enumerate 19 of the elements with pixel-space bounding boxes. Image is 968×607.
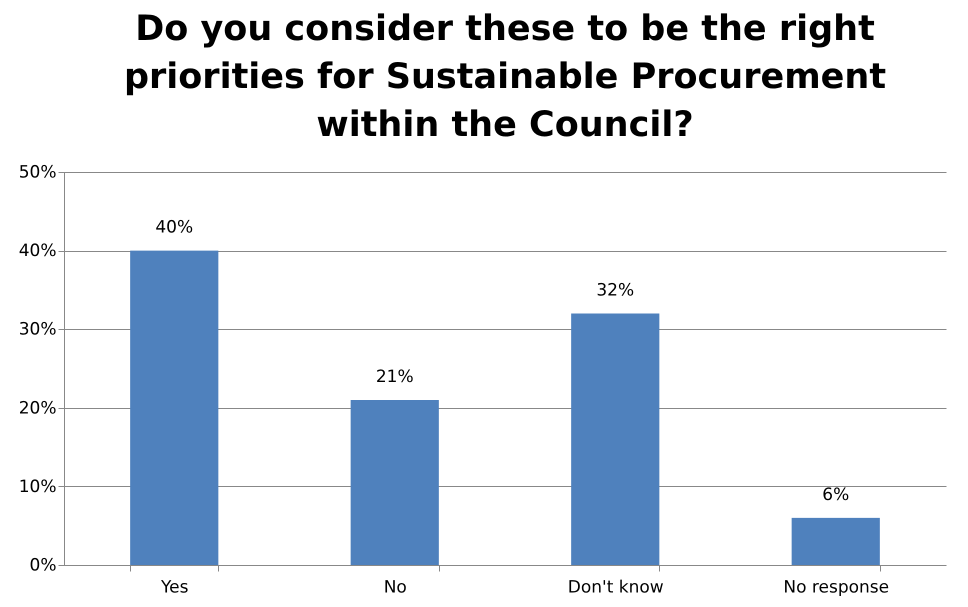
bar xyxy=(130,250,218,565)
y-tick-label: 0% xyxy=(30,556,56,576)
x-tick-label: No response xyxy=(783,578,890,598)
y-tick-label: 20% xyxy=(18,398,56,418)
x-tick-label: Don't know xyxy=(568,578,664,598)
x-tick-label: Yes xyxy=(160,578,189,598)
data-label: 32% xyxy=(596,280,634,300)
data-label: 21% xyxy=(376,366,414,387)
bar xyxy=(350,400,439,565)
y-tick-label: 10% xyxy=(18,476,56,497)
y-tick-label: 40% xyxy=(18,241,56,262)
y-tick-label: 30% xyxy=(18,320,56,340)
chart-title: Do you consider these to be the right priorities for Sustainable Procurement within the Council? xyxy=(124,9,886,145)
data-label: 40% xyxy=(155,218,194,238)
bar xyxy=(792,518,880,565)
y-tick-label: 50% xyxy=(18,162,56,182)
bar xyxy=(571,313,660,565)
data-label: 6% xyxy=(822,484,850,505)
x-tick-label: No xyxy=(384,578,407,598)
